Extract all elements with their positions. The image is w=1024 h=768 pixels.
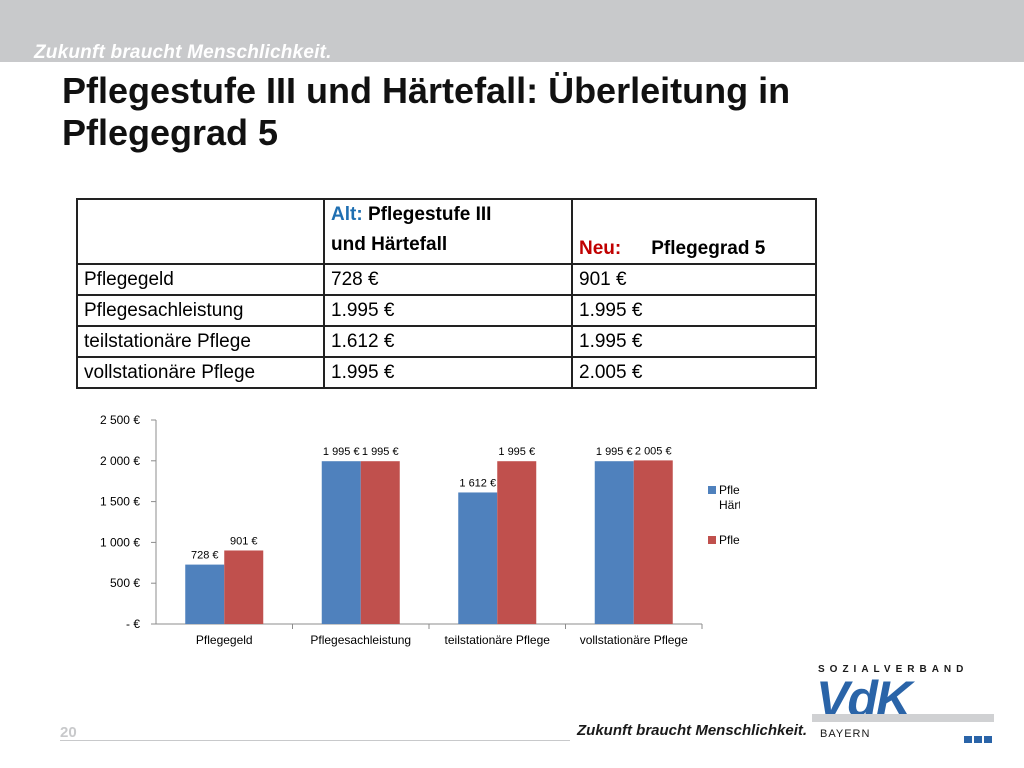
y-tick-label: 2 500 € (100, 413, 140, 427)
row-label: vollstationäre Pflege (76, 356, 325, 389)
row-alt-value: 1.995 € (323, 356, 573, 389)
table-row: Pflegegeld 728 € 901 € (76, 263, 817, 296)
row-label: Pflegegeld (76, 263, 325, 296)
legend-label: Pflegestufe III (719, 483, 740, 497)
table-row: vollstationäre Pflege 1.995 € 2.005 € (76, 356, 817, 389)
bar-value-label: 2 005 € (635, 445, 672, 457)
bar-alt (321, 461, 361, 624)
y-tick-label: - € (126, 617, 140, 631)
x-category-label: Pflegegeld (196, 633, 253, 647)
x-category-label: vollstationäre Pflege (580, 633, 688, 647)
row-label: Pflegesachleistung (76, 294, 325, 327)
top-banner (0, 0, 1024, 62)
row-alt-value: 1.995 € (323, 294, 573, 327)
bar-chart: - € 500 € 1 000 € 1 500 € 2 000 € 2 500 € Pfle… (100, 413, 740, 647)
y-tick-label: 500 € (110, 576, 140, 590)
logo-dots (964, 730, 994, 743)
table-row: teilstationäre Pflege 1.612 € 1.995 € (76, 325, 817, 358)
row-neu-value: 1.995 € (571, 325, 817, 358)
table-header-alt: Alt: Pflegestufe III und Härtefall (323, 198, 573, 265)
y-tick-label: 1 500 € (100, 495, 140, 509)
bar-alt (185, 564, 225, 624)
comparison-table: Alt: Pflegestufe III und Härtefall Neu: P… (76, 198, 817, 389)
bar-neu (360, 461, 400, 624)
legend-label: Pflegegrad 5 (719, 533, 740, 547)
y-tick-label: 1 000 € (100, 535, 140, 549)
alt-header-line2: und Härtefall (331, 234, 448, 255)
alt-keyword: Alt: (331, 204, 363, 225)
bar-value-label: 1 995 € (362, 446, 399, 458)
bar-value-label: 901 € (230, 535, 258, 547)
row-alt-value: 1.612 € (323, 325, 573, 358)
slide-title: Pflegestufe III und Härtefall: Überleitu… (62, 70, 791, 153)
neu-header-text: Pflegegrad 5 (651, 238, 766, 259)
table-header-row: Alt: Pflegestufe III und Härtefall Neu: P… (76, 198, 817, 265)
row-neu-value: 1.995 € (571, 294, 817, 327)
page-number: 20 (60, 724, 77, 741)
y-tick-label: 2 000 € (100, 454, 140, 468)
legend-swatch (708, 536, 716, 544)
bar-neu (224, 550, 264, 624)
table-header-neu: Neu: Pflegegrad 5 (571, 198, 817, 265)
x-category-label: teilstationäre Pflege (445, 633, 551, 647)
logo-sub-text: BAYERN (820, 728, 871, 740)
bar-neu (497, 461, 537, 624)
bar-neu (633, 460, 673, 624)
alt-header-line1: Pflegestufe III (367, 204, 492, 225)
logo-top-text: SOZIALVERBAND (818, 664, 969, 675)
bar-value-label: 1 995 € (323, 446, 360, 458)
row-neu-value: 2.005 € (571, 356, 817, 389)
logo-bar (812, 714, 994, 722)
row-alt-value: 728 € (323, 263, 573, 296)
vdk-logo: SOZIALVERBAND VdK BAYERN (812, 664, 994, 744)
table-row: Pflegesachleistung 1.995 € 1.995 € (76, 294, 817, 327)
x-category-label: Pflegesachleistung (310, 633, 411, 647)
bar-value-label: 1 995 € (596, 446, 633, 458)
neu-keyword: Neu: (579, 238, 622, 259)
footer-slogan: Zukunft braucht Menschlichkeit. (577, 722, 808, 739)
row-label: teilstationäre Pflege (76, 325, 325, 358)
row-neu-value: 901 € (571, 263, 817, 296)
bar-value-label: 1 995 € (498, 446, 535, 458)
table-header-empty (76, 198, 325, 265)
legend-label: Härtefall (719, 498, 740, 512)
bar-value-label: 1 612 € (459, 477, 496, 489)
footer-divider (60, 740, 570, 741)
bar-alt (594, 461, 634, 624)
legend-swatch (708, 486, 716, 494)
bar-value-label: 728 € (191, 550, 219, 562)
header-slogan: Zukunft braucht Menschlichkeit. (34, 42, 332, 63)
bar-alt (458, 492, 498, 624)
